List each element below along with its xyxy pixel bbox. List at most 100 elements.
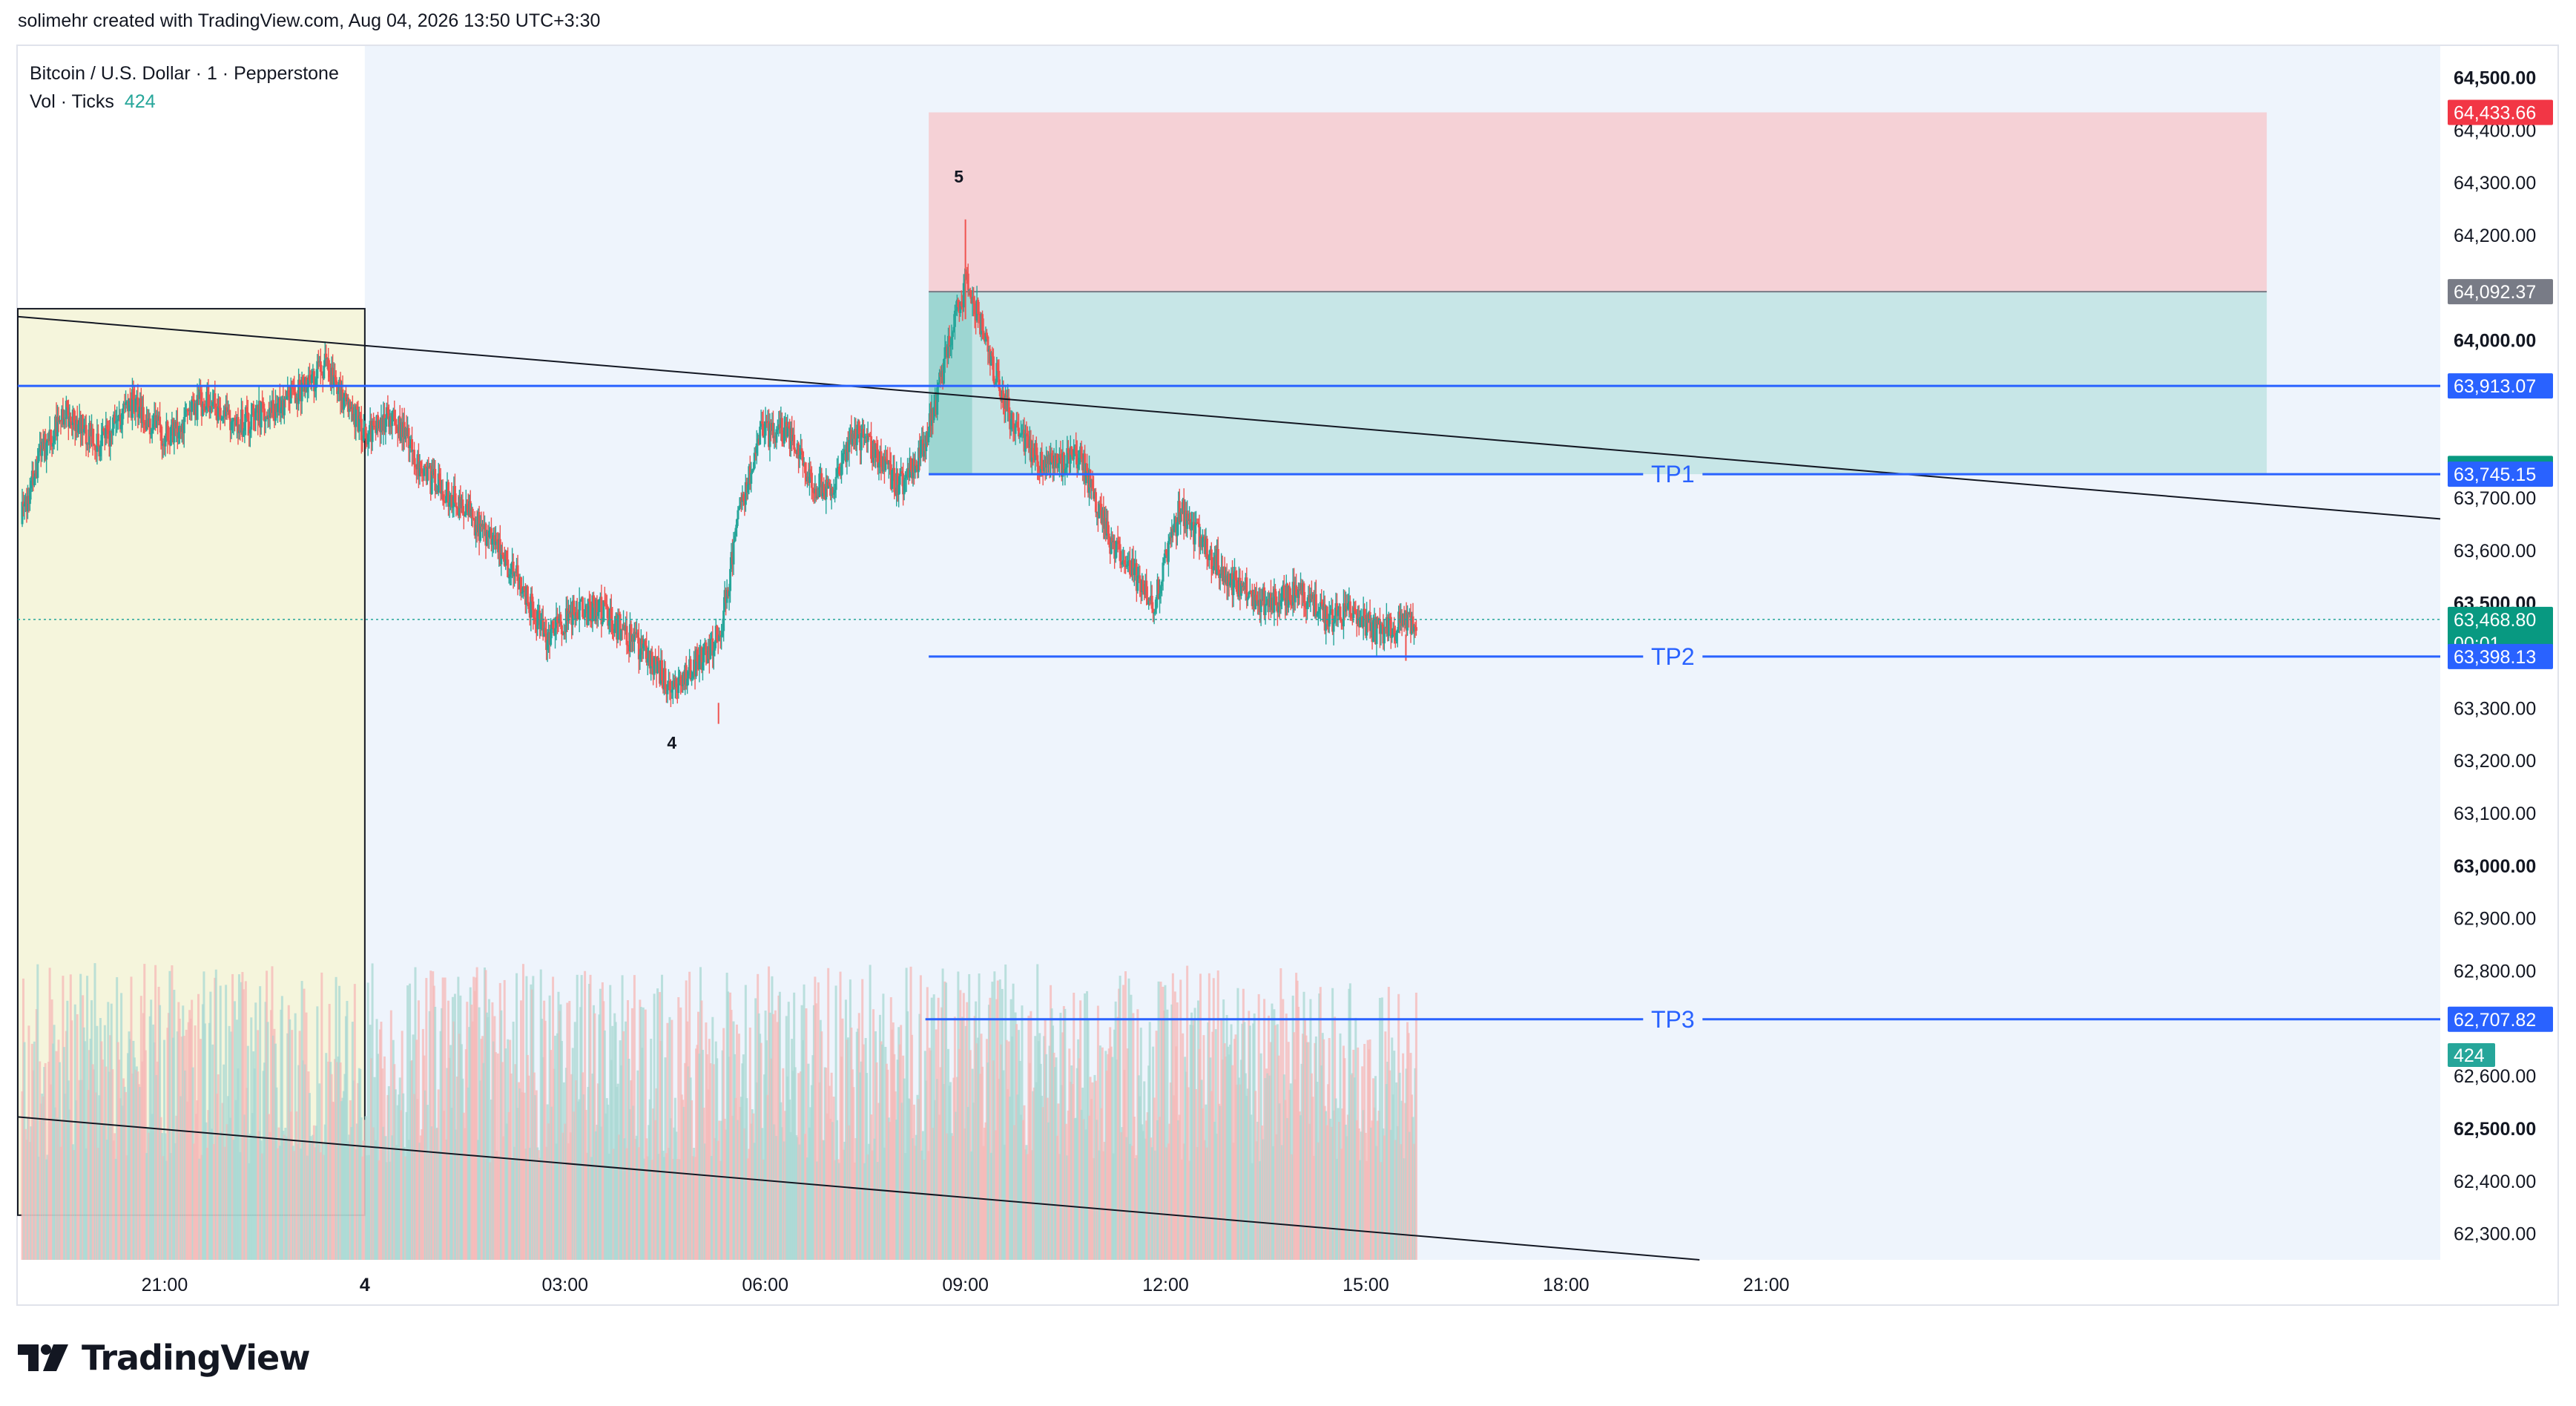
candle-body — [763, 436, 766, 438]
candle-body — [214, 407, 217, 409]
candle-body — [860, 433, 863, 450]
candle-body — [1319, 602, 1322, 609]
volume-bar — [316, 1006, 319, 1260]
volume-bar — [1164, 985, 1167, 1260]
price-axis-label[interactable] — [2448, 643, 2553, 669]
candle-body — [825, 479, 828, 500]
price-axis-label[interactable] — [2448, 606, 2553, 656]
candle-body — [646, 658, 649, 663]
symbol-title[interactable]: Bitcoin / U.S. Dollar · 1 · Pepperstone — [30, 63, 339, 84]
wave-label-4[interactable]: 4 — [667, 733, 676, 752]
candle-body — [225, 407, 228, 417]
price-axis-label[interactable] — [2448, 461, 2553, 487]
candle-body — [880, 451, 883, 467]
candle-body — [527, 602, 530, 609]
candle-body — [1116, 540, 1119, 550]
candle-body — [1059, 453, 1062, 458]
candle-body — [125, 402, 128, 405]
candle-body — [327, 358, 330, 371]
candle-body — [636, 632, 639, 638]
volume-bar — [199, 1039, 202, 1260]
candle-body — [176, 421, 179, 438]
candle-body — [1406, 612, 1409, 631]
candle-body — [605, 604, 608, 608]
candle-body — [1314, 594, 1317, 616]
tp-label[interactable]: TP3 — [1651, 1006, 1695, 1033]
candle-body — [450, 495, 453, 507]
candle-body — [797, 443, 800, 459]
candle-body — [943, 358, 946, 384]
candle-body — [679, 677, 682, 685]
candle-body — [567, 611, 570, 621]
candle-body — [972, 297, 975, 304]
candle-body — [546, 640, 549, 651]
candle-body — [539, 620, 542, 629]
tradingview-brand[interactable]: TradingView — [18, 1332, 311, 1384]
volume-bar — [862, 1044, 865, 1260]
candle-body — [161, 441, 164, 446]
candle-body — [1282, 585, 1285, 599]
volume-axis-label[interactable] — [2448, 1043, 2495, 1067]
volume-bar — [1012, 983, 1015, 1260]
price-axis-label[interactable] — [2448, 279, 2553, 305]
price-axis-label[interactable] — [2448, 99, 2553, 125]
candle-body — [53, 436, 56, 444]
upper-trendline[interactable] — [17, 315, 2441, 520]
candle-body — [1119, 544, 1121, 562]
price-axis-label[interactable] — [2448, 373, 2553, 399]
candle-body — [686, 678, 689, 686]
wave-label-5[interactable]: 5 — [954, 167, 963, 186]
candle-body — [448, 502, 451, 507]
price-tick-label: 62,300.00 — [2454, 1224, 2536, 1245]
candle-body — [851, 433, 854, 445]
candle-body — [373, 425, 376, 427]
candle-body — [716, 625, 719, 640]
volume-bar — [1130, 994, 1133, 1260]
price-axis-label[interactable] — [2448, 1006, 2553, 1032]
candle-body — [1035, 443, 1038, 456]
price-axis-label-text: 64,092.37 — [2454, 282, 2536, 303]
candle-body — [283, 398, 286, 415]
volume-legend[interactable]: Vol · Ticks 424 — [30, 88, 339, 116]
candle-body — [1091, 479, 1094, 489]
tp-label[interactable]: TP2 — [1651, 643, 1695, 670]
candle-body — [263, 408, 266, 421]
candle-body — [695, 649, 698, 677]
volume-bar — [209, 991, 212, 1260]
price-tick-label: 64,200.00 — [2454, 226, 2536, 246]
candle-body — [1411, 616, 1414, 632]
candle-body — [1080, 446, 1083, 459]
lower-trendline[interactable] — [17, 1116, 1700, 1261]
candle-body — [739, 497, 742, 507]
candle-body — [455, 507, 458, 509]
candle-body — [344, 392, 347, 401]
candle-body — [510, 563, 513, 575]
candle-body — [762, 424, 765, 438]
candle-body — [1198, 524, 1201, 548]
candle-body — [294, 392, 297, 404]
candle-body — [786, 426, 789, 437]
candle-body — [746, 484, 749, 493]
stop-loss-zone[interactable] — [929, 112, 2267, 292]
volume-bar — [1166, 1009, 1169, 1260]
tp-label[interactable]: TP1 — [1651, 461, 1695, 487]
candle-body — [590, 621, 593, 622]
price-tick-label: 63,600.00 — [2454, 541, 2536, 562]
take-profit-zone[interactable] — [929, 292, 2267, 475]
volume-bar — [70, 1020, 73, 1260]
candle-body — [186, 409, 189, 411]
candle-body — [469, 501, 472, 517]
candle-body — [77, 424, 80, 433]
volume-bar — [259, 986, 262, 1260]
candle-body — [142, 407, 145, 423]
candle-body — [1098, 503, 1101, 519]
volume-bar — [254, 1002, 257, 1260]
candle-body — [461, 499, 464, 514]
candle-body — [675, 677, 678, 688]
candle-body — [278, 398, 281, 413]
candle-body — [1009, 418, 1012, 430]
candle-body — [68, 416, 71, 427]
candle-body — [96, 433, 99, 446]
price-tick-label: 63,000.00 — [2454, 856, 2536, 877]
